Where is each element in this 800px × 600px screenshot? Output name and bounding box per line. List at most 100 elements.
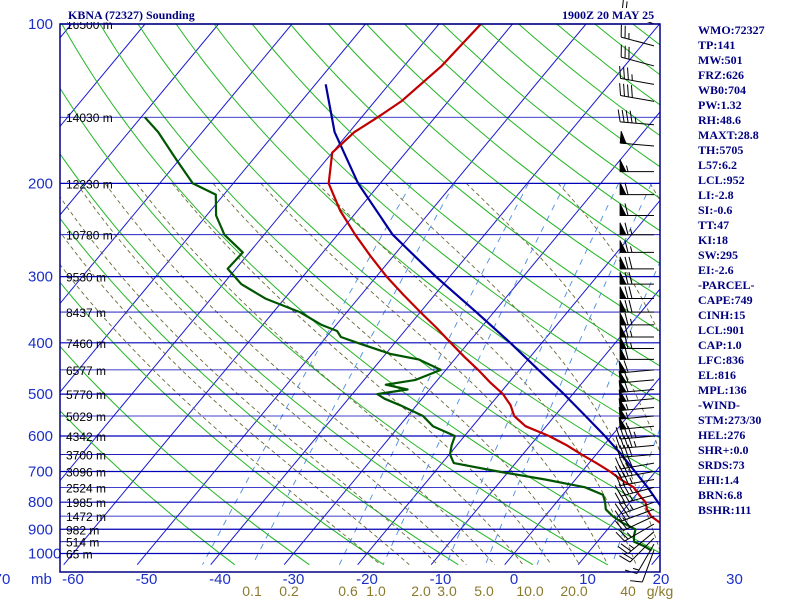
mixing-ratio-label: 0.2 (279, 583, 299, 599)
temperature-tick-label: 20 (653, 571, 670, 588)
height-label: 3096 m (66, 465, 106, 479)
wind-barb (619, 256, 654, 270)
pressure-tick-label: 300 (28, 269, 53, 286)
index-value: SHR+:0.0 (698, 443, 749, 457)
height-label: 12230 m (66, 177, 113, 191)
wind-barb (617, 109, 655, 126)
index-value: BRN:6.8 (698, 488, 743, 502)
wind-barb (618, 417, 655, 430)
moist-adiabat-line (136, 183, 524, 565)
mixing-ratio-line (484, 183, 652, 565)
moist-adiabat-line (385, 183, 660, 552)
isotherm-line (63, 24, 513, 566)
isotherm-line (504, 376, 660, 566)
moist-adiabat-line (60, 196, 439, 566)
temperature-tick-label: 10 (579, 571, 596, 588)
index-value: SI:-0.6 (698, 203, 733, 217)
index-value: LCL:952 (698, 173, 745, 187)
wind-barb (619, 271, 654, 285)
dry-adiabat-line (137, 24, 660, 476)
temperature-tick-label: -30 (283, 571, 305, 588)
index-value: PW:1.32 (698, 98, 742, 112)
moist-adiabat-line (171, 183, 552, 565)
mixing-ratio-label: 40 (620, 583, 636, 599)
dry-adiabat-lines (60, 24, 660, 566)
temperature-tick-label: -20 (356, 571, 378, 588)
isotherm-line (60, 24, 366, 393)
index-value: SRDS:73 (698, 458, 745, 472)
index-value: LI:-2.8 (698, 188, 734, 202)
moist-adiabat-line (60, 231, 410, 566)
dry-adiabat-line (289, 24, 660, 332)
wind-barb (619, 312, 654, 326)
height-label: 2524 m (66, 481, 106, 495)
wind-barb (619, 182, 654, 196)
wind-barb (615, 472, 655, 486)
dry-adiabat-line (99, 24, 660, 515)
pressure-tick-label: 100 (28, 16, 53, 33)
mixing-ratio-line (536, 260, 660, 565)
pressure-unit-label: mb (31, 571, 52, 588)
pressure-tick-label: 600 (28, 428, 53, 445)
height-label: 8437 m (66, 306, 106, 320)
mixing-ratio-line (611, 427, 660, 565)
isotherm-line (283, 111, 660, 566)
wind-barb (614, 500, 655, 515)
mixing-ratio-label: g/kg (647, 583, 673, 599)
wind-barb (619, 222, 654, 236)
sounding-profiles (143, 24, 660, 552)
index-value: -PARCEL- (698, 278, 755, 292)
wind-barb (615, 515, 655, 531)
index-value: MPL:136 (698, 383, 747, 397)
wind-barb-column (614, 0, 655, 583)
wind-barb (620, 24, 655, 47)
moist-adiabat-line (104, 183, 496, 566)
height-label: 14030 m (66, 111, 113, 125)
pressure-tick-label: 900 (28, 521, 53, 538)
wind-barb (614, 483, 655, 497)
height-label: 10780 m (66, 229, 113, 243)
wind-barb (619, 324, 654, 338)
wind-barb (619, 347, 654, 360)
height-label: 6577 m (66, 364, 106, 378)
index-value: EL:816 (698, 368, 737, 382)
index-value: BSHR:111 (698, 503, 752, 517)
isotherm-line (577, 465, 660, 566)
index-value: WMO:72327 (698, 23, 765, 37)
isotherm-line (60, 24, 293, 305)
wind-barb (618, 360, 655, 374)
wind-barb (617, 531, 655, 555)
dry-adiabat-line (60, 281, 385, 566)
mixing-ratio-line (202, 183, 412, 565)
index-value: L57:6.2 (698, 158, 737, 172)
dry-adiabat-line (60, 87, 608, 566)
index-value: CAP:1.0 (698, 338, 742, 352)
dry-adiabat-line (60, 217, 459, 566)
dry-adiabat-line (60, 345, 310, 566)
mixing-ratio-label: 3.0 (437, 583, 457, 599)
isotherm-line (60, 24, 146, 128)
mixing-ratio-lines (202, 183, 660, 565)
mixing-ratio-label: 0.1 (242, 583, 262, 599)
index-value: KI:18 (698, 233, 728, 247)
pressure-tick-label: 200 (28, 175, 53, 192)
pressure-tick-label: 800 (28, 494, 53, 511)
mixing-ratio-line (252, 183, 455, 565)
wind-barb (615, 435, 655, 449)
temperature-tick-label: -50 (136, 571, 158, 588)
station-title: KBNA (72327) Sounding (66, 8, 197, 22)
wind-barb (619, 203, 654, 217)
temperature-tick-label: 30 (726, 571, 743, 588)
isotherm-line (60, 24, 72, 39)
temperature-tick-label: -10 (430, 571, 452, 588)
index-value: HEL:276 (698, 428, 746, 442)
temperature-tick-label: -40 (209, 571, 231, 588)
wind-barb (619, 286, 654, 300)
dry-adiabat-line (60, 152, 534, 566)
isotherm-line (136, 24, 587, 566)
wind-barb (615, 444, 655, 458)
wind-barb (618, 379, 655, 393)
dry-adiabat-line (213, 24, 660, 403)
mixing-ratio-label: 0.6 (338, 583, 358, 599)
